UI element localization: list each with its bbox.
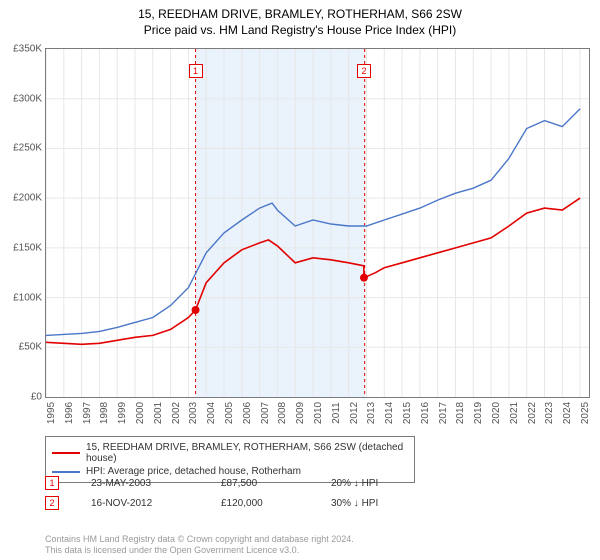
x-axis-label: 2018 [455, 402, 466, 424]
sale-marker-2: 2 [357, 64, 371, 78]
x-axis-label: 2004 [206, 402, 217, 424]
title-line-2: Price paid vs. HM Land Registry's House … [0, 22, 600, 38]
x-axis-label: 2007 [260, 402, 271, 424]
x-axis-label: 2016 [420, 402, 431, 424]
y-axis-label: £100K [13, 292, 42, 303]
sale-hpi-diff: 30% ↓ HPI [331, 498, 421, 509]
y-axis-label: £50K [19, 342, 42, 353]
x-axis-label: 2005 [224, 402, 235, 424]
sale-row: 1 23-MAY-2003 £87,500 20% ↓ HPI [45, 476, 421, 490]
x-axis-label: 1996 [64, 402, 75, 424]
x-axis-label: 2014 [384, 402, 395, 424]
chart-area: £0£50K£100K£150K£200K£250K£300K£350K1995… [45, 48, 590, 398]
footer-attribution: Contains HM Land Registry data © Crown c… [45, 534, 354, 557]
chart-title-block: 15, REEDHAM DRIVE, BRAMLEY, ROTHERHAM, S… [0, 0, 600, 38]
x-axis-label: 2015 [402, 402, 413, 424]
sale-price: £87,500 [221, 478, 301, 489]
x-axis-label: 2002 [171, 402, 182, 424]
y-axis-label: £200K [13, 193, 42, 204]
x-axis-label: 2022 [527, 402, 538, 424]
sale-price: £120,000 [221, 498, 301, 509]
x-axis-label: 2011 [331, 402, 342, 424]
y-axis-label: £250K [13, 143, 42, 154]
x-axis-label: 2000 [135, 402, 146, 424]
x-axis-label: 2021 [509, 402, 520, 424]
x-axis-label: 2003 [188, 402, 199, 424]
sales-table: 1 23-MAY-2003 £87,500 20% ↓ HPI 2 16-NOV-2012… [45, 476, 421, 516]
x-axis-label: 2008 [277, 402, 288, 424]
x-axis-label: 2006 [242, 402, 253, 424]
y-axis-label: £150K [13, 242, 42, 253]
sale-marker-1: 1 [189, 64, 203, 78]
y-axis-label: £300K [13, 93, 42, 104]
x-axis-label: 2013 [366, 402, 377, 424]
sale-date: 23-MAY-2003 [91, 478, 191, 489]
sale-row: 2 16-NOV-2012 £120,000 30% ↓ HPI [45, 496, 421, 510]
sale-hpi-diff: 20% ↓ HPI [331, 478, 421, 489]
x-axis-label: 2025 [580, 402, 591, 424]
x-axis-label: 1998 [99, 402, 110, 424]
footer-line-1: Contains HM Land Registry data © Crown c… [45, 534, 354, 545]
sale-date: 16-NOV-2012 [91, 498, 191, 509]
footer-line-2: This data is licensed under the Open Gov… [45, 545, 354, 556]
sale-row-marker: 2 [45, 496, 59, 510]
legend-swatch [52, 452, 80, 454]
sale-row-marker: 1 [45, 476, 59, 490]
chart-svg [46, 49, 589, 397]
x-axis-label: 2009 [295, 402, 306, 424]
x-axis-label: 2017 [438, 402, 449, 424]
x-axis-label: 2020 [491, 402, 502, 424]
legend-item: 15, REEDHAM DRIVE, BRAMLEY, ROTHERHAM, S… [52, 441, 408, 465]
title-line-1: 15, REEDHAM DRIVE, BRAMLEY, ROTHERHAM, S… [0, 6, 600, 22]
y-axis-label: £0 [31, 392, 42, 403]
x-axis-label: 1999 [117, 402, 128, 424]
x-axis-label: 2024 [562, 402, 573, 424]
y-axis-label: £350K [13, 44, 42, 55]
x-axis-label: 1995 [46, 402, 57, 424]
x-axis-label: 2010 [313, 402, 324, 424]
x-axis-label: 2023 [544, 402, 555, 424]
legend-swatch [52, 471, 80, 473]
x-axis-label: 2001 [153, 402, 164, 424]
legend-label: 15, REEDHAM DRIVE, BRAMLEY, ROTHERHAM, S… [86, 442, 408, 464]
x-axis-label: 2012 [349, 402, 360, 424]
plot-region: £0£50K£100K£150K£200K£250K£300K£350K1995… [45, 48, 590, 398]
x-axis-label: 1997 [82, 402, 93, 424]
x-axis-label: 2019 [473, 402, 484, 424]
